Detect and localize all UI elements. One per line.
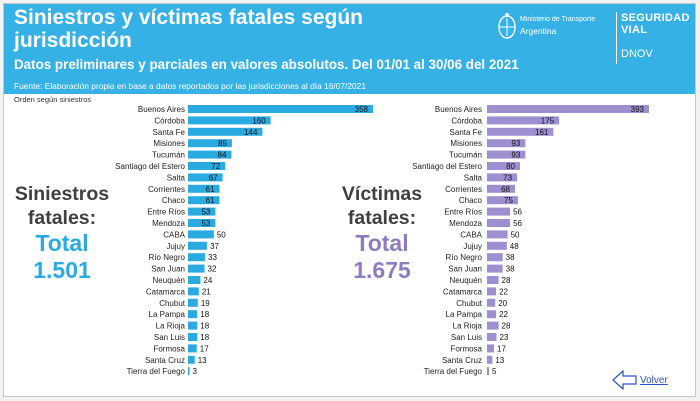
siniestros-category-label: Buenos Aires bbox=[138, 105, 185, 114]
siniestros-bar bbox=[188, 150, 232, 159]
siniestros-value-label: 13 bbox=[198, 356, 207, 365]
siniestros-bar bbox=[188, 355, 195, 364]
ministry-name: Ministerio de Transporte bbox=[520, 16, 596, 23]
victimas-total-block: Víctimas fatales: Total 1.675 bbox=[332, 182, 432, 284]
siniestros-value-label: 18 bbox=[200, 333, 209, 342]
siniestros-category-label: Río Negro bbox=[149, 253, 186, 262]
siniestros-value-label: 24 bbox=[203, 276, 212, 285]
siniestros-value-label: 3 bbox=[193, 367, 198, 376]
page-subtitle: Datos preliminares y parciales en valore… bbox=[14, 57, 519, 72]
siniestros-category-label: Salta bbox=[167, 173, 186, 182]
siniestros-category-label: Entre Ríos bbox=[147, 208, 185, 217]
siniestros-bar bbox=[188, 367, 190, 376]
country-name: Argentina bbox=[520, 26, 557, 36]
siniestros-category-label: Chubut bbox=[159, 299, 186, 308]
siniestros-value-label: 61 bbox=[206, 185, 215, 194]
siniestros-value-label: 61 bbox=[206, 196, 215, 205]
siniestros-bar bbox=[188, 310, 198, 319]
siniestros-value-label: 17 bbox=[200, 344, 209, 353]
siniestros-bar bbox=[188, 230, 214, 239]
siniestros-bar bbox=[188, 253, 206, 262]
siniestros-category-label: Santa Cruz bbox=[145, 356, 185, 365]
siniestros-category-label: Tucumán bbox=[152, 151, 185, 160]
siniestros-value-label: 72 bbox=[211, 162, 220, 171]
siniestros-total-label: Total bbox=[35, 230, 89, 256]
siniestros-total-value: 1.501 bbox=[33, 257, 91, 283]
siniestros-value-label: 33 bbox=[208, 253, 217, 262]
siniestros-bar bbox=[188, 241, 208, 250]
page-title: Siniestros y víctimas fatales según juri… bbox=[14, 6, 363, 52]
back-link[interactable]: Volver bbox=[612, 370, 672, 390]
siniestros-value-label: 160 bbox=[252, 116, 266, 125]
siniestros-category-label: San Juan bbox=[151, 265, 185, 274]
source-note: Fuente: Elaboración propia en base a dat… bbox=[14, 81, 366, 91]
order-note: Orden según siniestros bbox=[14, 95, 92, 104]
siniestros-category-label: Córdoba bbox=[154, 116, 185, 125]
siniestros-bar bbox=[188, 321, 198, 330]
siniestros-category-label: San Luis bbox=[154, 333, 185, 342]
siniestros-bar bbox=[188, 105, 373, 113]
siniestros-category-label: Catamarca bbox=[146, 287, 186, 296]
siniestros-category-label: Jujuy bbox=[166, 242, 185, 251]
siniestros-value-label: 32 bbox=[208, 265, 217, 274]
victimas-total-label: Total bbox=[355, 230, 409, 256]
siniestros-bar bbox=[188, 298, 198, 307]
siniestros-bar bbox=[188, 139, 232, 148]
siniestros-category-label: Formosa bbox=[153, 344, 185, 353]
siniestros-value-label: 18 bbox=[200, 310, 209, 319]
siniestros-category-label: Corrientes bbox=[148, 185, 185, 194]
siniestros-category-label: CABA bbox=[163, 230, 185, 239]
siniestros-value-label: 50 bbox=[217, 230, 226, 239]
siniestros-bar bbox=[188, 196, 220, 205]
siniestros-bar bbox=[188, 162, 226, 170]
siniestros-category-label: Misiones bbox=[153, 139, 185, 148]
victimas-total-value: 1.675 bbox=[353, 257, 411, 283]
siniestros-value-label: 37 bbox=[210, 242, 219, 251]
victimas-label: Víctimas bbox=[341, 183, 423, 205]
siniestros-bar bbox=[188, 127, 263, 136]
siniestros-label: Siniestros bbox=[14, 183, 110, 205]
siniestros-value-label: 358 bbox=[355, 105, 369, 114]
siniestros-category-label: La Rioja bbox=[156, 322, 186, 331]
siniestros-bar bbox=[188, 116, 271, 125]
siniestros-category-label: La Pampa bbox=[149, 310, 186, 319]
siniestros-bar bbox=[188, 184, 220, 193]
siniestros-bar bbox=[188, 333, 198, 341]
siniestros-category-label: Chaco bbox=[162, 196, 186, 205]
back-arrow-icon bbox=[612, 370, 637, 390]
division-name: DNOV bbox=[621, 48, 653, 60]
siniestros-category-label: Santa Fe bbox=[153, 128, 186, 137]
siniestros-label-2: fatales: bbox=[27, 207, 97, 229]
siniestros-value-label: 85 bbox=[218, 139, 227, 148]
siniestros-value-label: 53 bbox=[201, 208, 210, 217]
siniestros-category-label: Neuquén bbox=[153, 276, 185, 285]
siniestros-value-label: 21 bbox=[202, 287, 211, 296]
siniestros-value-label: 18 bbox=[200, 322, 209, 331]
siniestros-bar bbox=[188, 276, 201, 284]
siniestros-value-label: 67 bbox=[209, 173, 218, 182]
siniestros-category-label: Mendoza bbox=[152, 219, 185, 228]
ministry-logo: Ministerio de Transporte Argentina bbox=[497, 12, 612, 46]
header-banner: Siniestros y víctimas fatales según juri… bbox=[4, 4, 695, 94]
siniestros-bar bbox=[188, 344, 197, 353]
victimas-label-2: fatales: bbox=[347, 207, 417, 229]
siniestros-total-block: Siniestros fatales: Total 1.501 bbox=[12, 182, 112, 284]
siniestros-value-label: 84 bbox=[218, 151, 227, 160]
siniestros-value-label: 19 bbox=[201, 299, 210, 308]
dashboard-frame: Siniestros y víctimas fatales según juri… bbox=[3, 3, 696, 397]
siniestros-bar bbox=[188, 173, 223, 182]
header-divider bbox=[616, 12, 617, 64]
agency-name: SEGURIDAD VIAL bbox=[621, 12, 690, 36]
siniestros-bar bbox=[188, 287, 199, 296]
siniestros-bar bbox=[188, 264, 205, 273]
siniestros-value-label: 53 bbox=[201, 219, 210, 228]
siniestros-bar-chart: Buenos Aires 358 Córdoba 160 Santa Fe 144 Misi… bbox=[115, 105, 373, 376]
coat-of-arms-icon bbox=[498, 13, 516, 39]
back-link-label: Volver bbox=[640, 375, 668, 386]
siniestros-bar bbox=[188, 207, 216, 216]
siniestros-category-label: Santiago del Estero bbox=[115, 162, 185, 171]
siniestros-category-label: Tierra del Fuego bbox=[127, 367, 186, 376]
siniestros-bar bbox=[188, 219, 216, 227]
siniestros-value-label: 144 bbox=[244, 128, 258, 137]
